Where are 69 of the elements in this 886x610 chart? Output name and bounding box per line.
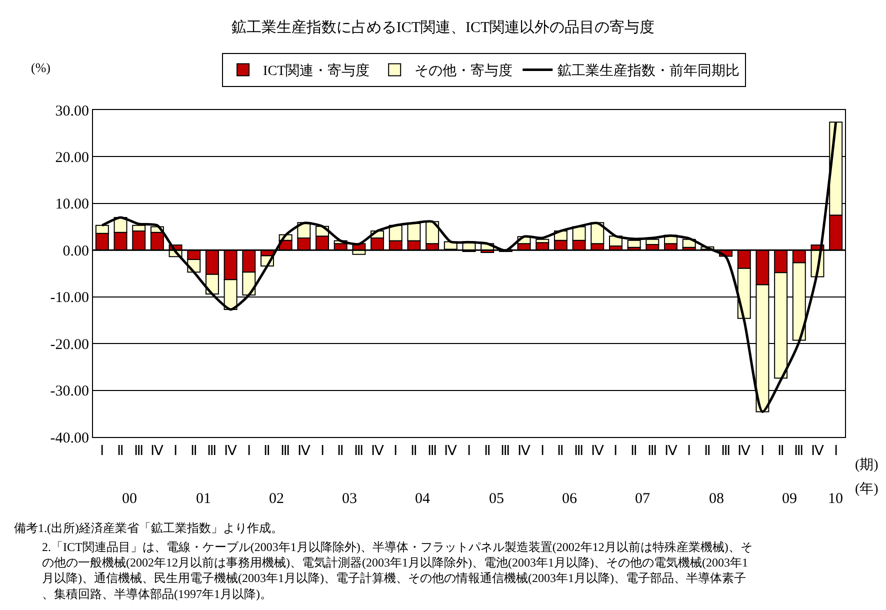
text: 01: [196, 491, 211, 507]
x-tick-label: Ⅳ: [810, 444, 824, 459]
y-tick-label: -10.00: [50, 290, 89, 306]
x-tick-label: Ⅳ: [518, 444, 531, 459]
x-tick-label: Ⅰ: [834, 444, 838, 459]
y-tick-label: 0.00: [62, 243, 89, 260]
text: (年): [855, 481, 879, 497]
x-tick-label: Ⅱ: [117, 444, 124, 459]
x-tick-label: Ⅰ: [614, 444, 618, 459]
x-tick-label: Ⅳ: [444, 444, 458, 459]
x-tick-label: Ⅳ: [150, 444, 164, 459]
x-tick-label: Ⅰ: [540, 444, 544, 459]
x-tick-label: Ⅱ: [190, 444, 198, 459]
text: 10: [828, 491, 843, 507]
text: 00: [122, 491, 137, 507]
x-tick-label: Ⅰ: [687, 444, 692, 459]
x-tick-label: Ⅲ: [427, 444, 438, 459]
x-tick-label: Ⅱ: [557, 444, 564, 459]
legend-label: 鉱工業生産指数・前年同期比: [558, 63, 740, 80]
y-tick-label: -30.00: [50, 384, 89, 400]
y-tick-label: 20.00: [55, 150, 89, 166]
x-tick-label: Ⅱ: [630, 444, 638, 459]
x-tick-label: Ⅰ: [246, 444, 251, 459]
x-tick-label: Ⅳ: [224, 444, 238, 459]
text: 06: [562, 491, 578, 507]
x-tick-label: Ⅲ: [354, 444, 364, 459]
x-tick-label: Ⅲ: [647, 444, 658, 459]
x-tick-label: Ⅰ: [100, 444, 104, 459]
text: 02: [269, 491, 284, 507]
x-tick-label: Ⅲ: [794, 444, 804, 459]
legend-label: その他・寄与度: [414, 63, 513, 80]
text: 04: [415, 491, 430, 507]
y-axis-title: (%): [31, 60, 50, 75]
text: (期): [855, 457, 879, 473]
x-tick-label: Ⅰ: [320, 444, 324, 459]
y-tick-label: 10.00: [55, 196, 89, 213]
y-tick-label: 30.00: [55, 103, 89, 120]
x-tick-label: Ⅰ: [467, 444, 471, 459]
text: 05: [489, 491, 504, 507]
x-tick-label: Ⅲ: [720, 444, 731, 459]
text: 09: [782, 491, 797, 507]
y-tick-label: -40.00: [50, 430, 89, 446]
x-tick-label: Ⅲ: [500, 444, 511, 459]
text: 03: [342, 491, 357, 507]
x-tick-label: Ⅲ: [574, 444, 584, 459]
x-tick-label: Ⅱ: [410, 444, 418, 459]
x-tick-label: Ⅳ: [297, 444, 310, 459]
x-tick-label: Ⅱ: [484, 444, 491, 459]
text: 備考1.(出所)経済産業省「鉱工業指数」より作成。: [14, 521, 283, 535]
y-tick-label: -20.00: [50, 336, 89, 353]
x-tick-label: Ⅰ: [760, 444, 764, 459]
x-tick-label: Ⅲ: [207, 444, 218, 459]
x-tick-label: Ⅱ: [337, 444, 344, 459]
x-tick-label: Ⅱ: [777, 444, 784, 459]
x-tick-label: Ⅱ: [264, 444, 271, 459]
x-tick-label: Ⅲ: [134, 444, 144, 459]
x-tick-label: Ⅳ: [590, 444, 604, 459]
x-tick-label: Ⅳ: [370, 444, 384, 459]
legend-label: ICT関連・寄与度: [263, 63, 370, 80]
chart-title: 鉱工業生産指数に占めるICT関連、ICT関連以外の品目の寄与度: [231, 18, 655, 36]
text: 08: [709, 491, 724, 507]
x-tick-label: Ⅲ: [280, 444, 291, 459]
x-tick-label: Ⅰ: [174, 444, 178, 459]
x-tick-label: Ⅱ: [704, 444, 711, 459]
text: 07: [635, 491, 650, 507]
x-tick-label: Ⅳ: [738, 444, 751, 459]
text: 2.「ICT関連品目」は、電線・ケーブル(2003年1月以降除外)、半導体・フラットパネル製造装置(2002年12月以前は特殊産業機械)、その他の一般機械(2002年12月以前は事務用機械)、電気計測器(2003年1月以降除外)、電池(2003年1月以降)、その他の電気機械(2003年1月以降)、通信機械、民生用電子機械(2003年1月以降)、電子計算機、その他の情報通信機械(2003年1月以降)、電子部品、半導体素子、集積回路、半導体部品(1997年1月以降)。: [42, 540, 752, 601]
x-tick-label: Ⅰ: [394, 444, 398, 459]
x-tick-label: Ⅳ: [664, 444, 678, 459]
